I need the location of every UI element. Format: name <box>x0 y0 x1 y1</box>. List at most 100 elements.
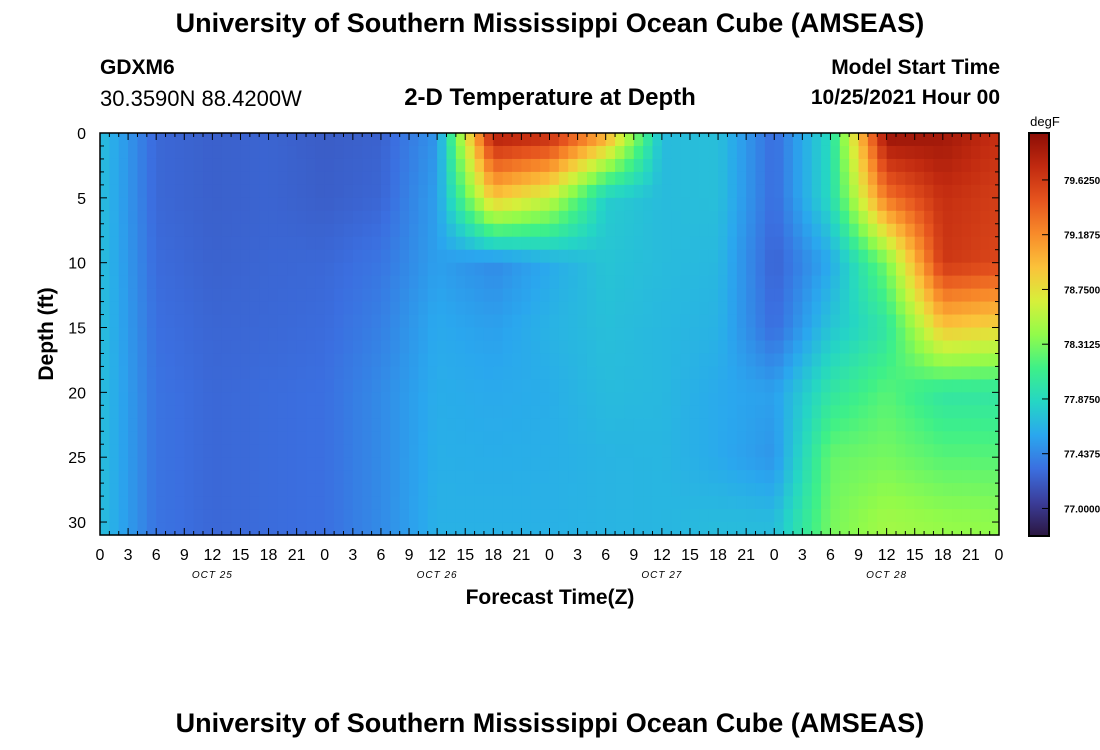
heatmap-cell <box>558 405 569 419</box>
heatmap-cell <box>764 133 775 147</box>
heatmap-cell <box>821 145 832 160</box>
heatmap-cell <box>287 470 298 484</box>
heatmap-cell <box>952 405 963 419</box>
heatmap-cell <box>184 197 195 212</box>
heatmap-cell <box>287 288 298 303</box>
heatmap-cell <box>774 379 785 393</box>
heatmap-cell <box>203 366 213 380</box>
heatmap-cell <box>643 301 654 316</box>
heatmap-cell <box>474 509 485 523</box>
heatmap-cell <box>474 392 485 406</box>
heatmap-cell <box>493 470 504 484</box>
heatmap-cell <box>961 509 972 523</box>
heatmap-cell <box>212 236 223 251</box>
x-tick-label: 6 <box>152 547 161 564</box>
heatmap-cell <box>689 197 700 212</box>
heatmap-cell <box>933 353 944 368</box>
heatmap-cell <box>914 262 925 277</box>
heatmap-cell <box>287 379 298 393</box>
heatmap-cell <box>933 418 944 432</box>
heatmap-cell <box>156 223 167 238</box>
heatmap-cell <box>118 522 129 536</box>
heatmap-cell <box>549 483 560 497</box>
heatmap-cell <box>287 366 298 380</box>
heatmap-cell <box>764 327 775 342</box>
heatmap-cell <box>643 457 654 471</box>
heatmap-cell <box>371 379 382 393</box>
heatmap-cell <box>708 366 719 380</box>
heatmap-cell <box>343 392 354 406</box>
heatmap-cell <box>811 483 822 497</box>
heatmap-cell <box>858 457 869 471</box>
heatmap-cell <box>315 483 326 497</box>
heatmap-cell <box>989 145 1000 160</box>
heatmap-cell <box>483 314 494 329</box>
heatmap-cell <box>783 522 794 536</box>
heatmap-cell <box>989 457 1000 471</box>
heatmap-cell <box>839 301 850 316</box>
heatmap-cell <box>924 197 935 212</box>
heatmap-cell <box>886 171 897 186</box>
heatmap-cell <box>212 197 223 212</box>
heatmap-cell <box>296 483 307 497</box>
heatmap-cell <box>212 366 223 380</box>
heatmap-cell <box>259 522 270 536</box>
heatmap-cell <box>530 379 541 393</box>
heatmap-cell <box>755 522 766 536</box>
heatmap-cell <box>165 223 176 238</box>
heatmap-cell <box>540 509 551 523</box>
heatmap-cell <box>483 210 494 225</box>
heatmap-cell <box>306 171 316 186</box>
heatmap-cell <box>137 249 148 264</box>
heatmap-cell <box>886 262 897 277</box>
heatmap-cell <box>970 509 981 523</box>
heatmap-cell <box>512 275 523 290</box>
heatmap-cell <box>530 405 541 419</box>
heatmap-cell <box>849 483 860 497</box>
heatmap-cell <box>287 210 298 225</box>
heatmap-cell <box>727 405 738 419</box>
heatmap-cell <box>427 197 438 212</box>
heatmap-cell <box>334 392 345 406</box>
heatmap-cell <box>203 431 213 445</box>
heatmap-cell <box>652 249 663 264</box>
heatmap-cell <box>184 301 195 316</box>
heatmap-cell <box>306 133 316 147</box>
heatmap-cell <box>830 444 841 458</box>
heatmap-cell <box>924 496 935 510</box>
heatmap-cell <box>615 288 626 303</box>
heatmap-cell <box>390 158 401 173</box>
heatmap-cell <box>268 444 279 458</box>
heatmap-cell <box>605 314 616 329</box>
heatmap-cell <box>615 483 626 497</box>
heatmap-cell <box>465 353 476 368</box>
heatmap-cell <box>296 236 307 251</box>
heatmap-cell <box>661 470 672 484</box>
heatmap-cell <box>895 288 906 303</box>
heatmap-cell <box>961 379 972 393</box>
heatmap-cell <box>661 392 672 406</box>
heatmap-cell <box>259 197 270 212</box>
heatmap-cell <box>109 340 120 355</box>
heatmap-cell <box>437 470 448 484</box>
heatmap-cell <box>296 145 307 160</box>
heatmap-cell <box>399 405 410 419</box>
heatmap-cell <box>277 418 288 432</box>
heatmap-cell <box>671 314 682 329</box>
heatmap-cell <box>409 366 419 380</box>
heatmap-cell <box>755 288 766 303</box>
heatmap-cell <box>493 197 504 212</box>
heatmap-cell <box>446 457 457 471</box>
heatmap-cell <box>146 405 157 419</box>
heatmap-cell <box>661 210 672 225</box>
heatmap-cell <box>540 431 551 445</box>
heatmap-cell <box>371 158 382 173</box>
heatmap-cell <box>549 301 560 316</box>
heatmap-cell <box>362 470 373 484</box>
heatmap-cell <box>952 171 963 186</box>
heatmap-cell <box>549 366 560 380</box>
heatmap-cell <box>633 444 644 458</box>
heatmap-cell <box>100 210 110 225</box>
heatmap-cell <box>755 470 766 484</box>
heatmap-cell <box>231 184 242 199</box>
